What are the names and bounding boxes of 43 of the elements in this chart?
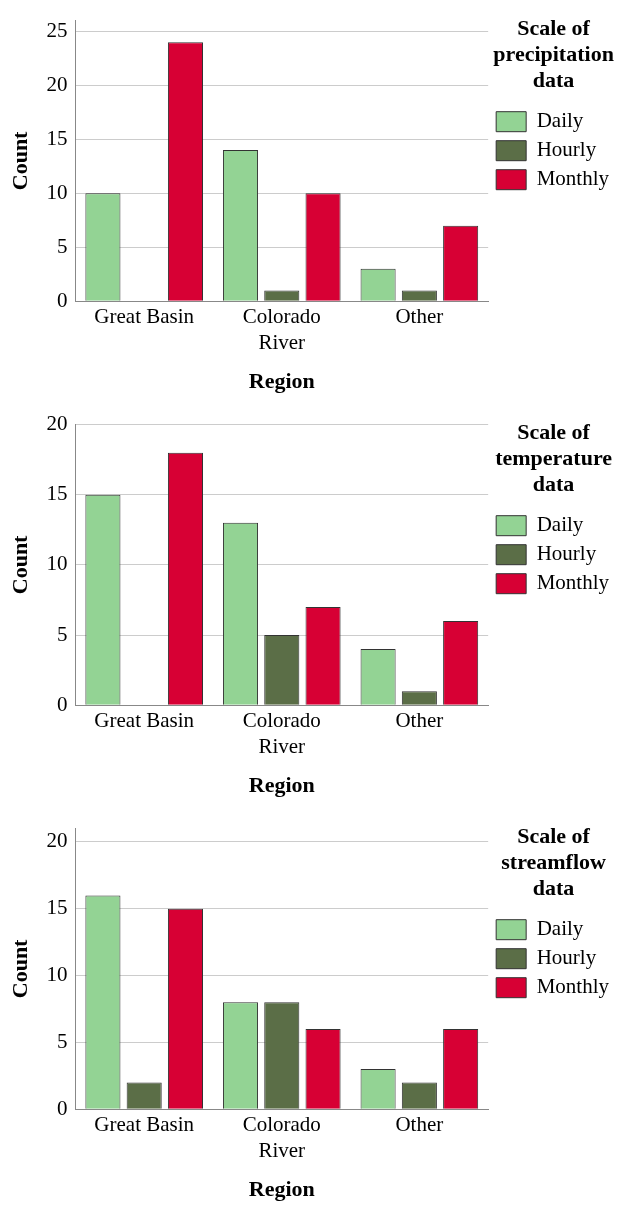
y-tick-label: 25 [46, 17, 68, 42]
y-tick-label: 20 [46, 71, 68, 96]
legend-label: Hourly [536, 137, 597, 162]
legend-label: Hourly [536, 945, 597, 970]
legend-label: Daily [536, 512, 584, 537]
legend-label: Monthly [536, 570, 610, 595]
y-axis-title: Count [6, 130, 32, 191]
y-tick-label: 5 [56, 621, 68, 646]
y-tick-label: 5 [56, 1028, 68, 1053]
y-tick-label: 15 [46, 125, 68, 150]
y-tick-label: 20 [46, 411, 68, 436]
x-tick-label: Other [395, 304, 444, 329]
legend-title: Scale of temperature data [495, 418, 613, 497]
legend-label: Daily [536, 916, 584, 941]
y-axis-title: Count [6, 534, 32, 595]
x-axis-title: Region [248, 1176, 315, 1202]
x-tick-label: Great Basin [94, 1112, 195, 1137]
x-tick-label: Great Basin [94, 304, 195, 329]
y-tick-label: 10 [46, 179, 68, 204]
y-tick-label: 20 [46, 828, 68, 853]
x-axis-title: Region [248, 368, 315, 394]
y-tick-label: 0 [56, 691, 68, 716]
x-axis-title: Region [248, 772, 315, 798]
legend-title: Scale of precipitation data [493, 14, 614, 93]
x-tick-label: Other [395, 1112, 444, 1137]
y-tick-label: 15 [46, 481, 68, 506]
x-tick-label: Other [395, 708, 444, 733]
y-tick-label: 0 [56, 1095, 68, 1120]
y-tick-label: 5 [56, 233, 68, 258]
x-tick-label: Colorado River [242, 304, 321, 354]
x-tick-label: Great Basin [94, 708, 195, 733]
legend-label: Daily [536, 108, 584, 133]
x-tick-label: Colorado River [242, 708, 321, 758]
x-tick-label: Colorado River [242, 1112, 321, 1162]
legend-label: Monthly [536, 166, 610, 191]
y-tick-label: 10 [46, 551, 68, 576]
y-tick-label: 0 [56, 287, 68, 312]
legend-label: Hourly [536, 541, 597, 566]
y-axis-title: Count [6, 938, 32, 999]
legend-title: Scale of streamflow data [501, 822, 607, 901]
y-tick-label: 15 [46, 895, 68, 920]
legend-label: Monthly [536, 974, 610, 999]
y-tick-label: 10 [46, 962, 68, 987]
